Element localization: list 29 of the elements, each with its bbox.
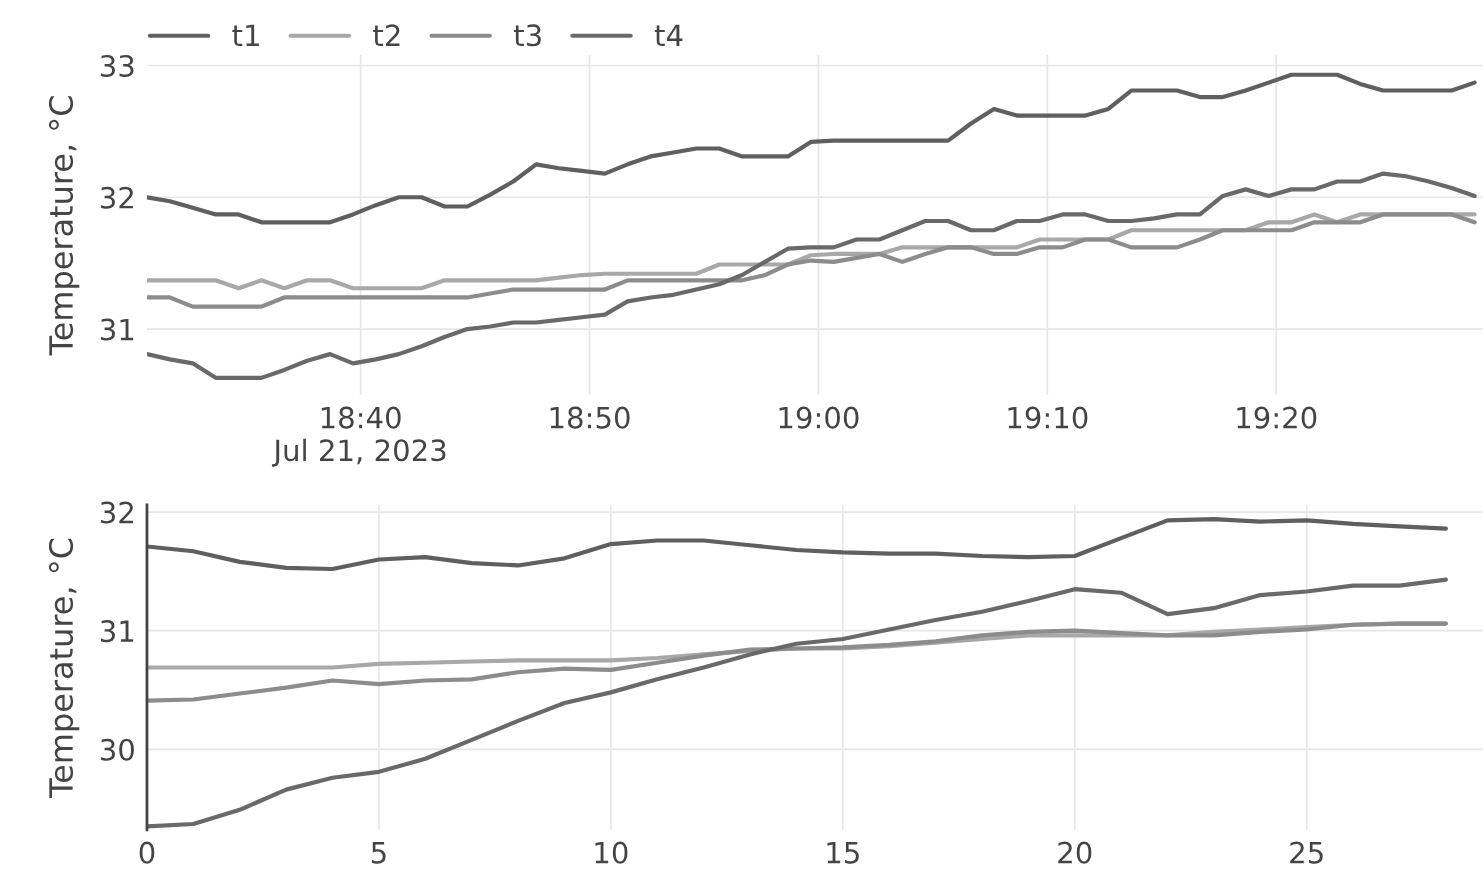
- y-axis-title: Temperature, °C: [48, 538, 80, 799]
- x-tick-label: 10: [595, 841, 628, 864]
- x-tick-label: 19:10: [1008, 406, 1088, 429]
- x-tick-label: 19:00: [779, 406, 859, 429]
- line-series: [146, 171, 1477, 380]
- x-tick-label: 15: [827, 841, 859, 864]
- y-tick-label: 31: [100, 620, 134, 643]
- legend-label: t2: [373, 24, 400, 46]
- line-series: [146, 212, 1477, 309]
- line-series: [146, 72, 1477, 225]
- x-tick-label: 0: [139, 841, 155, 864]
- y-tick-label: 33: [100, 54, 134, 77]
- x-tick-label: 5: [371, 841, 386, 864]
- y-tick-label: 32: [100, 186, 133, 209]
- line-series: [146, 517, 1448, 572]
- x-tick-label: 19:20: [1237, 406, 1317, 429]
- y-tick-label: 31: [100, 318, 134, 341]
- x-tick-label: 20: [1058, 841, 1092, 864]
- x-tick-label: 18:50: [550, 406, 630, 429]
- legend-label: t1: [232, 24, 259, 46]
- x-tick-label: 18:40 Jul 21, 2023: [271, 406, 446, 467]
- legend-label: t4: [654, 24, 683, 46]
- legend-label: t3: [513, 24, 541, 47]
- line-series: [146, 621, 1448, 703]
- y-tick-label: 32: [100, 501, 133, 524]
- line-series: [146, 577, 1448, 829]
- y-axis-title: Temperature, °C: [48, 96, 80, 356]
- y-tick-label: 30: [100, 738, 134, 761]
- x-tick-label: 25: [1290, 841, 1323, 864]
